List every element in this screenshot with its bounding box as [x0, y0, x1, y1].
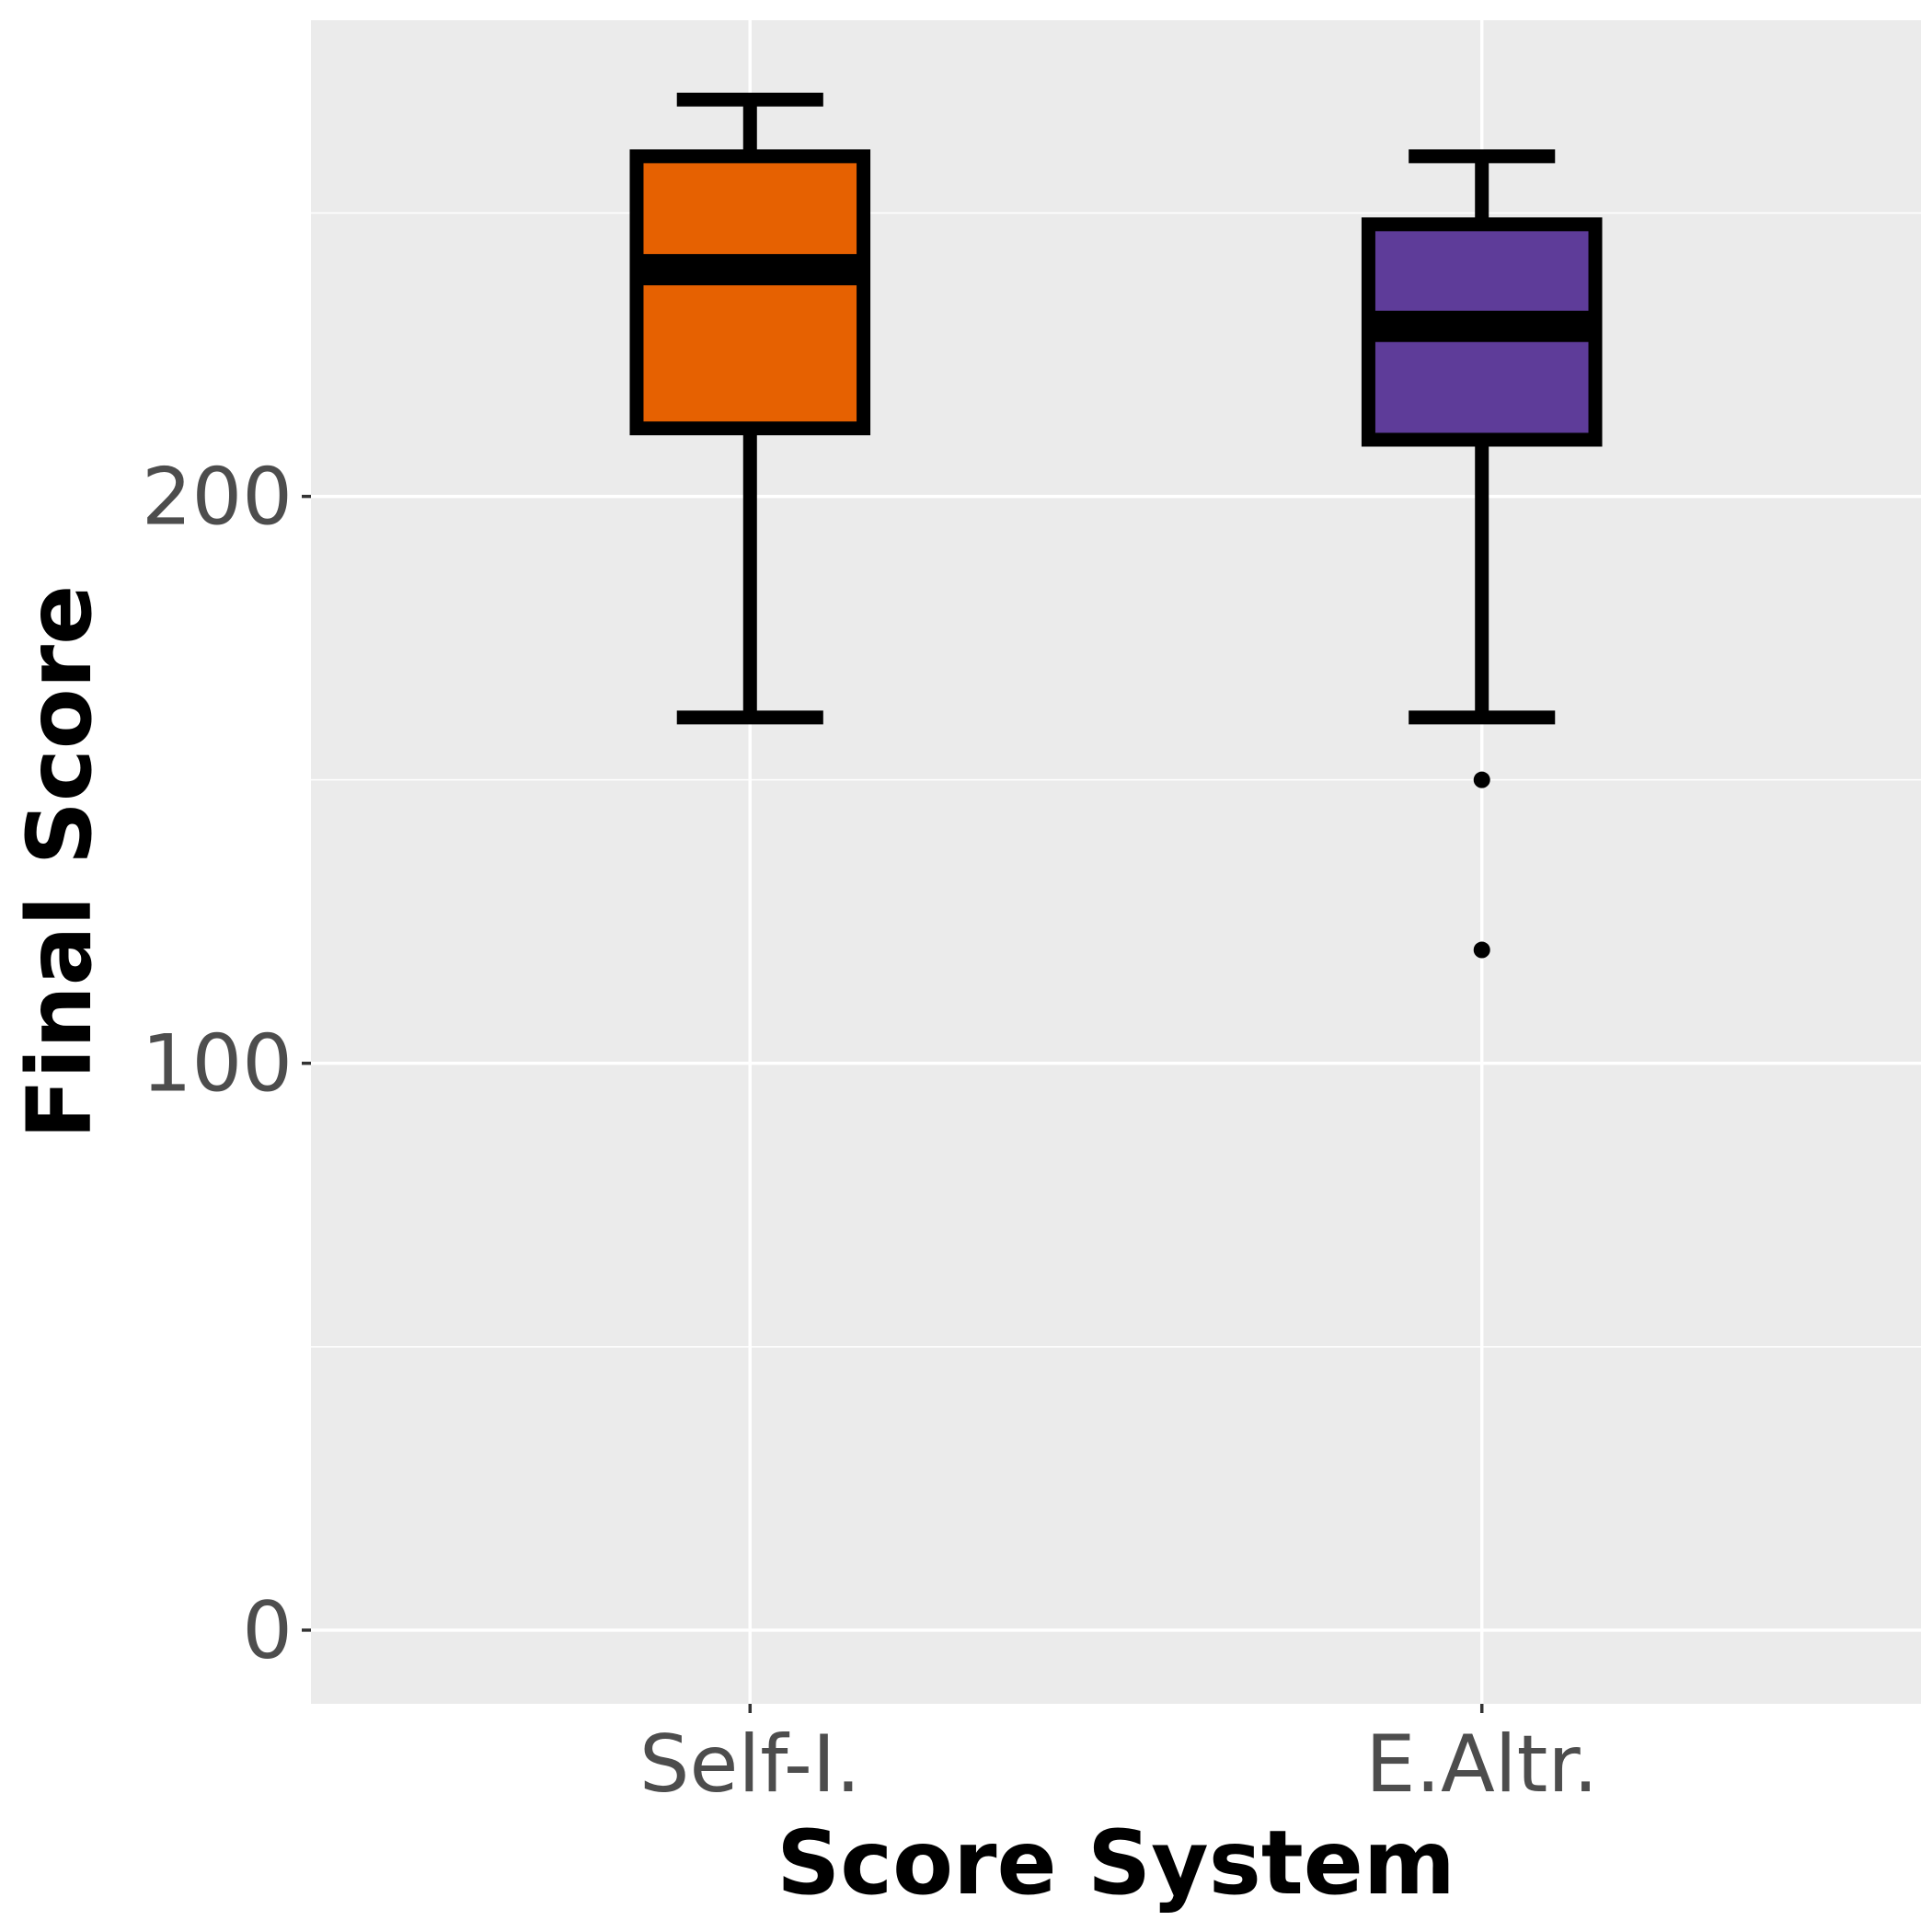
y-tick-label: 100	[142, 1018, 293, 1110]
box-E.Altr.	[1361, 149, 1603, 959]
boxes	[629, 92, 1603, 959]
x-tick-label: Self-I.	[639, 1719, 861, 1811]
y-tick-label: 0	[242, 1585, 293, 1677]
outlier-point	[1473, 941, 1490, 959]
plot-panel	[311, 20, 1921, 1704]
x-tick-label: E.Altr.	[1365, 1719, 1598, 1811]
x-axis-title: Score System	[776, 1811, 1455, 1915]
box-Self-I.	[629, 92, 871, 725]
box-iqr	[629, 149, 871, 436]
outlier-point	[1473, 771, 1490, 788]
axes: 0 100 200 Self-I. E.Altr.	[142, 452, 1598, 1811]
y-tick-label: 200	[142, 452, 293, 544]
y-axis-title: Final Score	[8, 585, 111, 1139]
